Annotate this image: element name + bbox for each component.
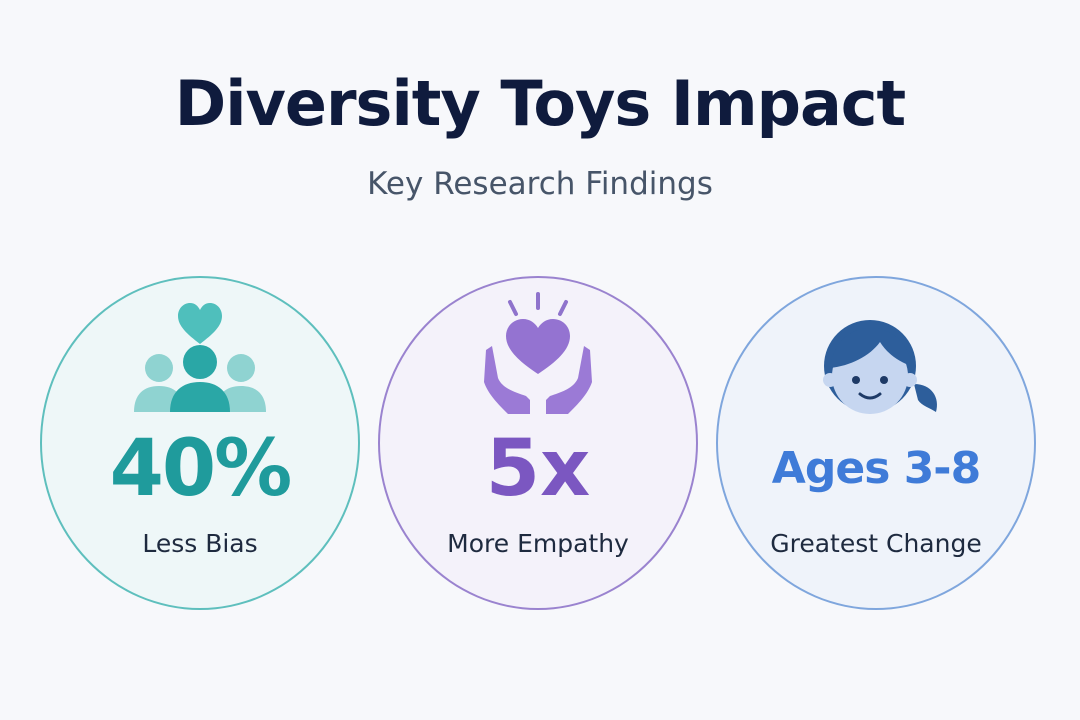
finding-label: More Empathy (447, 529, 629, 558)
finding-card-empathy: 5x More Empathy (378, 276, 698, 610)
hands-heart-icon (484, 292, 592, 414)
finding-label: Less Bias (142, 529, 258, 558)
finding-value: 40% (109, 424, 293, 514)
diverse-people-heart-icon (134, 303, 266, 412)
finding-card-bias: 40% Less Bias (40, 276, 360, 610)
finding-label: Greatest Change (770, 529, 982, 558)
page-title: Diversity Toys Impact (174, 67, 906, 140)
finding-value: 5x (485, 424, 591, 514)
child-face-icon (823, 320, 938, 414)
page-subtitle: Key Research Findings (367, 166, 713, 202)
finding-card-ages: Ages 3-8 Greatest Change (716, 276, 1036, 610)
finding-value: Ages 3-8 (771, 443, 981, 494)
